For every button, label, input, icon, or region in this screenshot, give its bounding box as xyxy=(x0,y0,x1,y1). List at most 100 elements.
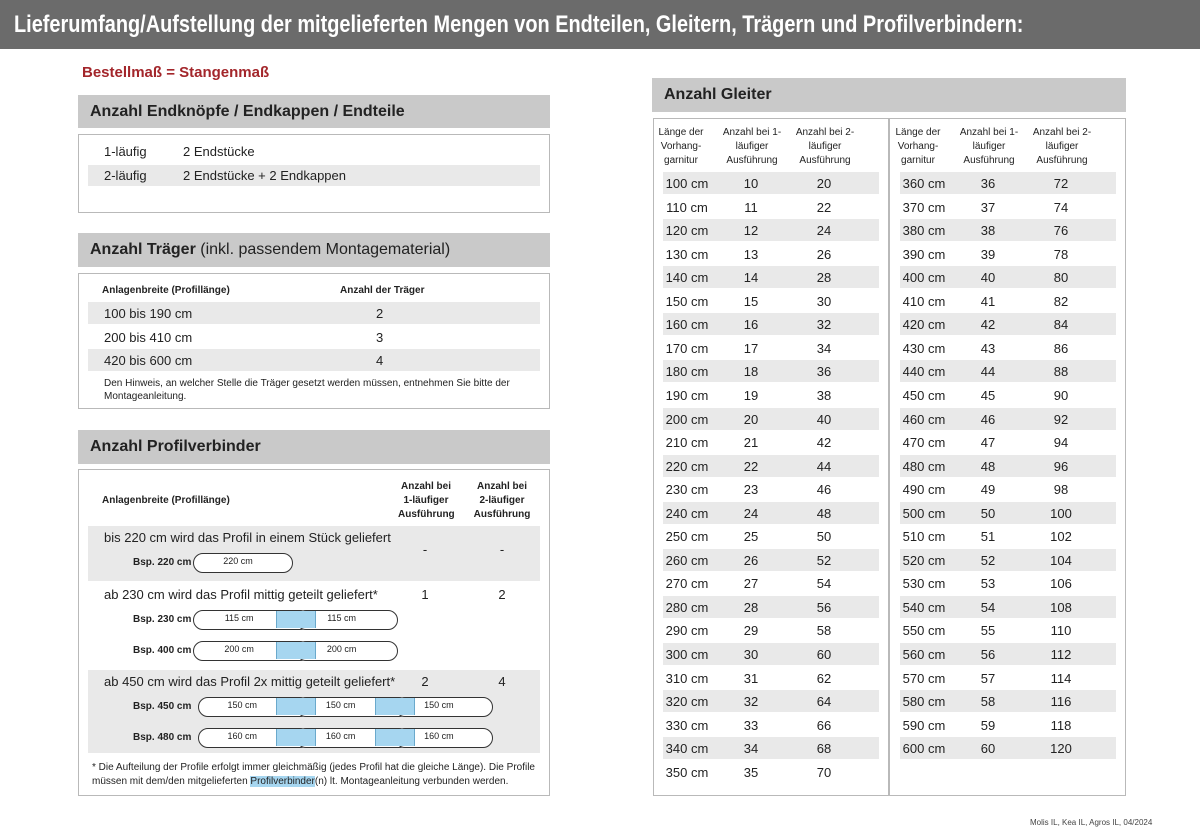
cell: 12 xyxy=(743,223,759,239)
header-bar: Lieferumfang/Aufstellung der mitgeliefer… xyxy=(0,0,1200,49)
cell: 490 cm xyxy=(902,482,946,498)
cell: 100 cm xyxy=(665,176,709,191)
row-stripe xyxy=(900,360,1116,383)
cell: 30 xyxy=(743,647,759,662)
cell: 30 xyxy=(816,293,832,309)
cell: 530 cm xyxy=(902,576,946,592)
profile: 150 cm 150 cm 150 cm xyxy=(198,697,493,717)
cell: 54 xyxy=(980,599,996,615)
cell: 70 xyxy=(816,764,832,780)
cell: 120 cm xyxy=(665,223,709,239)
cell: 108 xyxy=(1050,599,1072,615)
col-header: Anlagenbreite (Profillänge) xyxy=(102,495,230,506)
row-stripe xyxy=(663,313,879,336)
example-label: Bsp. 220 cm xyxy=(133,557,192,568)
cell: 3 xyxy=(376,329,384,345)
row-stripe xyxy=(663,501,879,524)
cell: 58 xyxy=(980,694,996,710)
divider xyxy=(888,119,890,795)
section-title: Anzahl Profilverbinder xyxy=(78,430,550,464)
cell: 62 xyxy=(816,670,832,686)
cell: 17 xyxy=(743,340,759,356)
section-title: Anzahl Endknöpfe / Endkappen / Endteile xyxy=(78,95,550,128)
cell: 45 xyxy=(980,387,996,403)
cell: 24 xyxy=(743,505,759,521)
row-stripe xyxy=(900,172,1116,194)
cell: 35 xyxy=(743,764,759,780)
segment-label: 200 cm xyxy=(222,644,256,654)
row-stripe xyxy=(663,548,879,571)
cell: 100 xyxy=(1050,505,1072,521)
cell: 420 bis 600 cm xyxy=(104,353,193,368)
note-text: (n) lt. Montageanleitung verbunden werde… xyxy=(314,776,509,787)
cell: 23 xyxy=(743,482,759,498)
example-label: Bsp. 450 cm xyxy=(133,701,192,712)
cell: 370 cm xyxy=(902,199,946,215)
cell: 48 xyxy=(980,458,996,474)
segment-label: 150 cm xyxy=(422,700,456,710)
segment-label: 150 cm xyxy=(225,700,260,710)
cell: 41 xyxy=(980,293,996,309)
cell: 38 xyxy=(980,223,996,239)
header-title: Lieferumfang/Aufstellung der mitgeliefer… xyxy=(14,11,1024,38)
cell: 28 xyxy=(816,270,832,286)
cell: 37 xyxy=(980,199,996,215)
profile: 115 cm 115 cm xyxy=(193,610,398,630)
cell: 110 cm xyxy=(666,199,708,215)
cell: 200 cm xyxy=(665,411,709,427)
row-stripe xyxy=(88,302,540,324)
cell: 42 xyxy=(980,317,996,333)
cell: 33 xyxy=(743,717,759,733)
cell: 20 xyxy=(816,176,832,191)
cell: 240 cm xyxy=(665,505,709,521)
row-stripe xyxy=(900,690,1116,713)
cell: 250 cm xyxy=(665,529,709,545)
cell: 560 cm xyxy=(902,647,946,662)
cell: 25 xyxy=(743,529,759,545)
cell: 55 xyxy=(980,623,996,639)
cell: 360 cm xyxy=(902,176,946,191)
cell: 180 cm xyxy=(665,364,709,380)
order-note: Bestellmaß = Stangenmaß xyxy=(82,64,270,81)
cell: 56 xyxy=(980,647,996,662)
cell: 53 xyxy=(980,576,996,592)
connector xyxy=(275,611,316,628)
segment-label: 200 cm xyxy=(324,644,359,654)
section-text: ab 450 cm wird das Profil 2x mittig gete… xyxy=(104,674,396,689)
segment-label: 160 cm xyxy=(323,731,358,741)
section-text: ab 230 cm wird das Profil mittig geteilt… xyxy=(104,587,378,602)
cell: 110 xyxy=(1050,623,1072,639)
row-stripe xyxy=(900,595,1116,618)
section-text: bis 220 cm wird das Profil in einem Stüc… xyxy=(104,530,391,545)
cell: 380 cm xyxy=(902,223,946,239)
cell: 84 xyxy=(1053,317,1069,333)
row-stripe xyxy=(900,501,1116,524)
row-stripe xyxy=(900,548,1116,571)
cell: 80 xyxy=(1053,270,1069,286)
cell: 18 xyxy=(743,364,759,380)
segment-label: 115 cm xyxy=(325,613,359,623)
cell: 320 cm xyxy=(665,694,709,710)
segment-label: 115 cm xyxy=(222,613,256,623)
col-header: Anzahl bei 2-läufiger Ausführung xyxy=(795,127,855,166)
cell: 350 cm xyxy=(665,764,709,780)
cell: 21 xyxy=(743,435,759,451)
cell: 100 bis 190 cm xyxy=(104,306,193,321)
cell: 550 cm xyxy=(902,623,946,639)
cell: 38 xyxy=(816,387,832,403)
row-stripe xyxy=(663,360,879,383)
cell: 118 xyxy=(1050,717,1072,733)
cell: 27 xyxy=(743,576,759,592)
segment-label: 150 cm xyxy=(323,700,358,710)
cell: 13 xyxy=(743,246,759,262)
cell: 16 xyxy=(743,317,759,333)
cell: 10 xyxy=(743,176,759,191)
cell: 54 xyxy=(816,576,832,592)
cell: 42 xyxy=(816,435,832,451)
cell: 2 Endstücke xyxy=(183,144,255,159)
col-header: Anzahl bei 2-läufiger Ausführung xyxy=(473,481,531,520)
cell: 410 cm xyxy=(902,293,946,309)
cell: 116 xyxy=(1050,694,1072,710)
cell: 210 cm xyxy=(665,435,709,451)
cell: 43 xyxy=(980,340,996,356)
